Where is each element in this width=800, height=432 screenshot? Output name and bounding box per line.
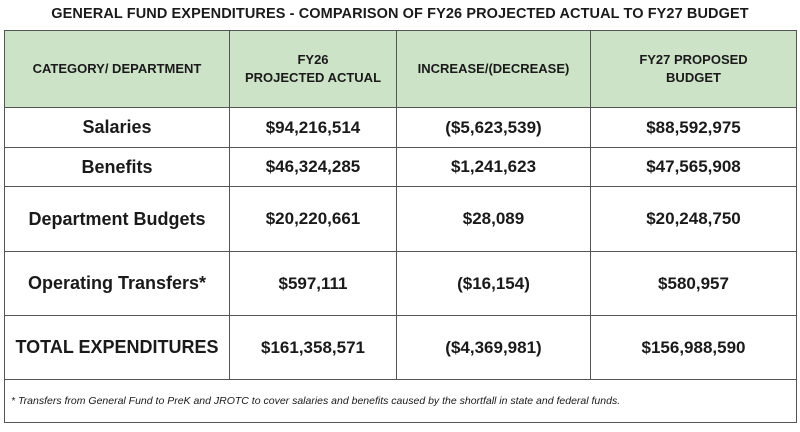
fy27-cell: $47,565,908: [590, 147, 797, 187]
fy27-cell: $88,592,975: [590, 107, 797, 148]
change-cell: $28,089: [396, 186, 591, 252]
header-text: BUDGET: [666, 70, 721, 85]
category-cell: Department Budgets: [4, 186, 230, 252]
fy27-cell: $156,988,590: [590, 315, 797, 380]
table-row: Benefits $46,324,285 $1,241,623 $47,565,…: [4, 147, 797, 187]
table-row: Salaries $94,216,514 ($5,623,539) $88,59…: [4, 107, 797, 148]
header-text: INCREASE/(DECREASE): [417, 61, 570, 76]
category-cell: TOTAL EXPENDITURES: [4, 315, 230, 380]
change-cell: $1,241,623: [396, 147, 591, 187]
change-cell: ($4,369,981): [396, 315, 591, 380]
column-header-fy26: FY26 PROJECTED ACTUAL: [229, 30, 397, 108]
footnote-row: * Transfers from General Fund to PreK an…: [4, 379, 797, 423]
change-cell: ($16,154): [396, 251, 591, 316]
expenditures-table: CATEGORY/ DEPARTMENT FY26 PROJECTED ACTUA…: [4, 30, 797, 423]
footnote: * Transfers from General Fund to PreK an…: [4, 379, 797, 423]
header-text: CATEGORY/ DEPARTMENT: [32, 61, 202, 76]
fy26-cell: $46,324,285: [229, 147, 397, 187]
page-title: GENERAL FUND EXPENDITURES - COMPARISON O…: [51, 6, 749, 22]
column-header-change: INCREASE/(DECREASE): [396, 30, 591, 108]
fy26-cell: $94,216,514: [229, 107, 397, 148]
category-cell: Salaries: [4, 107, 230, 148]
table-row: Operating Transfers* $597,111 ($16,154) …: [4, 251, 797, 316]
table-header-row: CATEGORY/ DEPARTMENT FY26 PROJECTED ACTUA…: [4, 30, 797, 108]
fy26-cell: $20,220,661: [229, 186, 397, 252]
category-cell: Operating Transfers*: [4, 251, 230, 316]
column-header-fy27: FY27 PROPOSED BUDGET: [590, 30, 797, 108]
change-cell: ($5,623,539): [396, 107, 591, 148]
fy26-cell: $597,111: [229, 251, 397, 316]
table-row: Department Budgets $20,220,661 $28,089 $…: [4, 186, 797, 252]
header-text: FY27 PROPOSED: [639, 52, 748, 67]
fy26-cell: $161,358,571: [229, 315, 397, 380]
fy27-cell: $20,248,750: [590, 186, 797, 252]
fy27-cell: $580,957: [590, 251, 797, 316]
total-row: TOTAL EXPENDITURES $161,358,571 ($4,369,…: [4, 315, 797, 380]
header-text: FY26: [297, 52, 329, 67]
column-header-category: CATEGORY/ DEPARTMENT: [4, 30, 230, 108]
category-cell: Benefits: [4, 147, 230, 187]
header-text: PROJECTED ACTUAL: [244, 70, 382, 85]
